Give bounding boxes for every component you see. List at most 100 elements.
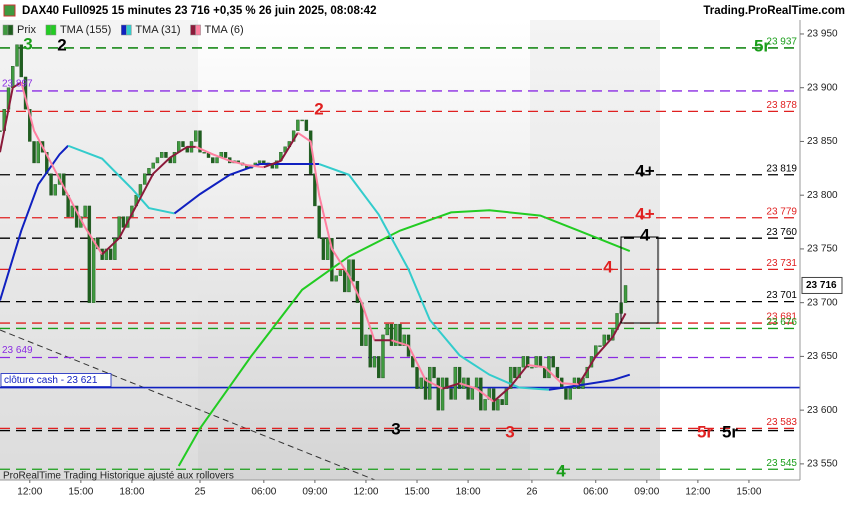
legend-swatch xyxy=(121,24,127,36)
wave-annotation: 4 xyxy=(556,461,566,480)
legend-label: TMA (155) xyxy=(60,24,111,36)
y-tick-label: 23 950 xyxy=(807,29,838,40)
candle xyxy=(215,157,219,164)
candle xyxy=(160,151,164,158)
wave-annotation: 5r xyxy=(754,36,770,55)
candle xyxy=(113,237,117,260)
candle xyxy=(70,205,75,217)
candle xyxy=(321,237,326,260)
ma-line xyxy=(577,312,627,385)
header-bar xyxy=(0,0,850,20)
source-label: Trading.ProRealTime.com xyxy=(703,5,845,17)
x-tick-label: 12:00 xyxy=(353,487,378,498)
candle xyxy=(74,205,79,228)
target-box xyxy=(620,236,659,324)
candle xyxy=(419,377,423,389)
level-label: 23 937 xyxy=(766,37,797,48)
plot-area xyxy=(0,44,800,470)
candle xyxy=(500,399,504,405)
candle xyxy=(415,366,419,389)
ma-line xyxy=(459,382,495,403)
candle xyxy=(223,151,228,158)
candle xyxy=(364,334,368,346)
wave-annotation: 3 xyxy=(505,422,514,441)
candle xyxy=(360,302,364,346)
candle xyxy=(300,119,304,122)
wave-annotation: 4 xyxy=(603,257,613,276)
candle xyxy=(194,130,198,142)
ma-line xyxy=(391,339,444,390)
x-tick-label: 25 xyxy=(194,487,206,498)
candle xyxy=(202,151,206,154)
wave-annotation: 2 xyxy=(57,35,66,54)
candle xyxy=(334,275,338,282)
candle xyxy=(262,160,266,164)
level-label: 23 676 xyxy=(766,317,797,328)
ma-line xyxy=(527,364,579,386)
wave-annotation: 5r xyxy=(722,422,738,441)
candle xyxy=(496,399,500,411)
candle xyxy=(394,323,398,346)
candle xyxy=(368,334,372,368)
candle xyxy=(121,216,126,228)
y-tick-label: 23 900 xyxy=(807,82,838,93)
ma-line xyxy=(318,163,550,391)
candle xyxy=(457,366,462,389)
candle xyxy=(172,151,177,164)
x-tick-label: 18:00 xyxy=(119,487,144,498)
ma-line xyxy=(548,373,631,391)
candle xyxy=(342,270,347,293)
candle xyxy=(91,237,96,303)
x-tick-label: 06:00 xyxy=(583,487,608,498)
level-label: 23 649 xyxy=(2,345,33,356)
candle xyxy=(525,356,530,368)
ma-line xyxy=(442,382,460,390)
candle xyxy=(317,205,321,239)
legend-label: TMA (31) xyxy=(135,24,180,36)
candle xyxy=(164,151,168,158)
level-label: 23 701 xyxy=(766,290,797,301)
candle xyxy=(449,388,453,400)
x-tick-label: 09:00 xyxy=(302,487,327,498)
legend: Prix TMA (155) TMA (31) TMA (6) xyxy=(2,24,244,36)
candle xyxy=(377,356,381,379)
candle xyxy=(564,388,568,400)
candle xyxy=(479,377,483,411)
y-tick-label: 23 800 xyxy=(807,190,838,201)
legend-swatch xyxy=(45,24,52,36)
legend-swatch xyxy=(50,24,57,36)
candle xyxy=(606,334,611,341)
candle xyxy=(466,377,470,400)
legend-swatch xyxy=(126,24,132,36)
level-label-box xyxy=(0,373,112,387)
candle xyxy=(555,366,560,379)
wave-annotation: 2 xyxy=(314,99,323,118)
candle xyxy=(338,270,343,276)
candle xyxy=(385,323,389,336)
candle xyxy=(83,205,87,217)
x-tick-label: 12:00 xyxy=(17,487,42,498)
ma-line xyxy=(67,144,175,215)
level-label: clôture cash - 23 621 xyxy=(4,375,98,386)
candle xyxy=(474,377,479,389)
trend-line xyxy=(0,329,376,481)
x-tick-label: 06:00 xyxy=(251,487,276,498)
x-tick-label: 15:00 xyxy=(736,487,761,498)
candle xyxy=(504,388,509,405)
ma-line xyxy=(0,145,69,301)
candle xyxy=(372,356,377,368)
candle xyxy=(521,356,526,368)
y-tick-label: 23 650 xyxy=(807,351,838,362)
candle xyxy=(138,184,143,196)
candle xyxy=(470,388,475,400)
wave-annotation: 3 xyxy=(391,419,400,438)
candle xyxy=(440,377,445,411)
current-price-box xyxy=(801,276,843,294)
wave-annotation: 3 xyxy=(23,34,32,53)
candle xyxy=(270,164,275,169)
ma-line xyxy=(173,163,320,215)
level-label: 23 897 xyxy=(2,79,33,90)
candle xyxy=(389,323,394,346)
candle xyxy=(325,237,330,260)
legend-swatch xyxy=(7,24,14,36)
